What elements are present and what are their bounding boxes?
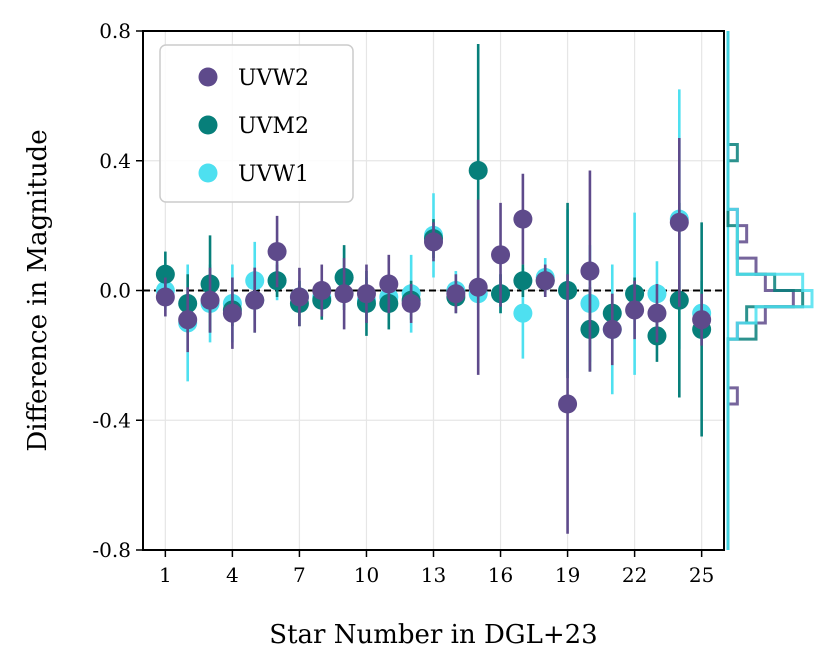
data-point (446, 284, 466, 304)
y-tick-label: -0.8 (92, 538, 131, 562)
histogram-UVW1 (726, 31, 814, 550)
data-point (245, 290, 265, 310)
legend-marker (198, 115, 218, 135)
data-point (513, 303, 533, 323)
x-axis-title: Star Number in DGL+23 (269, 620, 597, 650)
data-point (513, 271, 533, 291)
data-point (379, 274, 399, 294)
data-point (155, 264, 175, 284)
data-point (513, 209, 533, 229)
data-point (468, 277, 488, 297)
x-tick-label: 4 (226, 563, 239, 587)
x-tick-label: 25 (689, 563, 714, 587)
data-point (558, 394, 578, 414)
data-point (625, 300, 645, 320)
data-point (491, 245, 511, 265)
legend-marker (198, 163, 218, 183)
data-point (267, 242, 287, 262)
data-point (535, 271, 555, 291)
data-point (356, 284, 376, 304)
legend: UVW2 UVM2 UVW1 (159, 44, 354, 203)
data-point (312, 281, 332, 300)
data-point (580, 261, 600, 281)
x-axis-ticks: 1 4 7 10 13 16 19 22 25 (159, 550, 714, 587)
marginal-histogram (726, 31, 814, 550)
y-axis-ticks: -0.8 -0.4 0.0 0.4 0.8 (92, 19, 143, 562)
data-point (602, 319, 622, 339)
x-tick-label: 22 (622, 563, 647, 587)
data-point (334, 284, 354, 304)
legend-label: UVM2 (238, 114, 309, 139)
data-point (692, 310, 712, 330)
y-axis-title: Difference in Magnitude (23, 129, 53, 451)
y-tick-label: 0.4 (99, 149, 131, 173)
data-point (200, 290, 220, 310)
y-tick-label: 0.8 (99, 19, 131, 43)
data-point (178, 310, 198, 330)
x-tick-label: 19 (555, 563, 580, 587)
data-point (155, 287, 175, 307)
legend-label: UVW2 (238, 66, 309, 91)
data-point (468, 160, 488, 180)
data-point (669, 212, 689, 232)
x-tick-label: 10 (354, 563, 379, 587)
y-tick-label: -0.4 (92, 408, 131, 432)
legend-label: UVW1 (238, 162, 309, 187)
x-tick-label: 7 (293, 563, 306, 587)
data-point (222, 303, 242, 323)
x-tick-label: 16 (488, 563, 513, 587)
data-point (289, 287, 309, 307)
data-point (647, 303, 667, 323)
x-tick-label: 1 (159, 563, 172, 587)
y-tick-label: 0.0 (99, 279, 131, 303)
data-points (155, 43, 712, 534)
legend-marker (198, 67, 218, 87)
series-UVW2 (155, 138, 712, 534)
data-point (424, 232, 443, 252)
x-tick-label: 13 (421, 563, 446, 587)
data-point (401, 293, 421, 313)
